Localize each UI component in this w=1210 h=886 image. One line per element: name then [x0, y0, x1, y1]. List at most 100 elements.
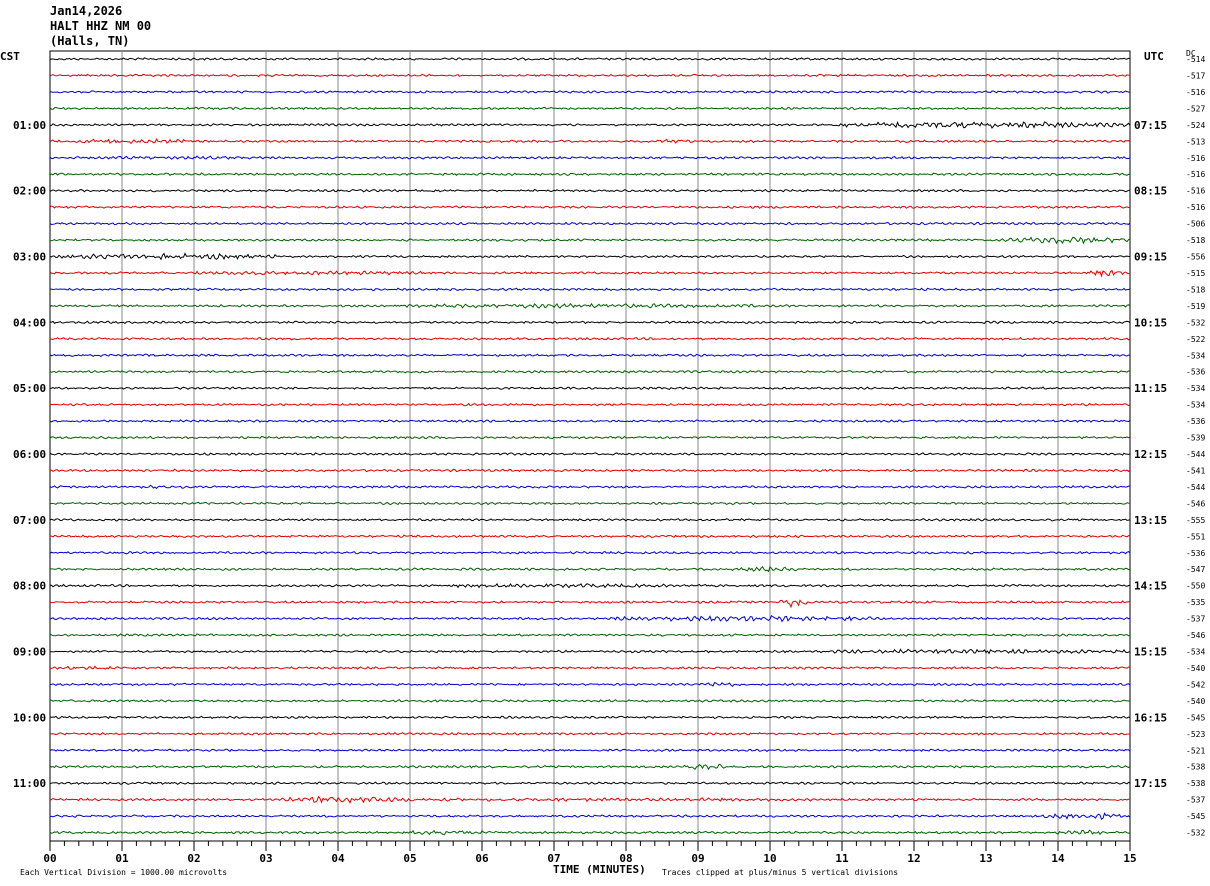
seismic-trace: [49, 369, 1131, 374]
seismic-trace: [49, 565, 1131, 573]
seismic-trace: [49, 501, 1131, 506]
seismic-trace: [49, 599, 1131, 609]
dc-offset-label: -541: [1186, 466, 1205, 475]
dc-offset-label: -556: [1186, 253, 1205, 262]
left-hour-label: 10:00: [13, 711, 46, 724]
seismic-trace: [49, 73, 1131, 78]
left-hour-label: 05:00: [13, 382, 46, 395]
seismic-trace: [49, 829, 1131, 836]
right-hour-label: 09:15: [1134, 251, 1167, 264]
left-hour-label: 07:00: [13, 514, 46, 527]
seismic-trace: [49, 419, 1131, 423]
x-tick-label: 00: [43, 852, 56, 865]
x-tick-label: 03: [259, 852, 272, 865]
dc-offset-label: -540: [1186, 697, 1205, 706]
left-hour-label: 08:00: [13, 580, 46, 593]
seismic-trace: [49, 172, 1131, 176]
x-tick-label: 09: [691, 852, 704, 865]
dc-offset-label: -537: [1186, 796, 1205, 805]
seismic-trace: [49, 468, 1131, 473]
dc-offset-label: -532: [1186, 318, 1205, 327]
seismic-trace: [49, 665, 1131, 670]
seismic-trace: [49, 715, 1131, 720]
dc-offset-label: -515: [1186, 269, 1205, 278]
left-hour-label: 02:00: [13, 185, 46, 198]
dc-offset-label: -536: [1186, 417, 1205, 426]
dc-offset-label: -534: [1186, 648, 1205, 657]
dc-offset-label: -537: [1186, 615, 1205, 624]
seismic-trace: [49, 106, 1131, 111]
dc-offset-label: -516: [1186, 203, 1205, 212]
dc-offset-label: -523: [1186, 730, 1205, 739]
seismic-trace: [49, 188, 1131, 193]
seismic-trace: [49, 518, 1131, 522]
seismic-trace: [49, 353, 1131, 358]
seismic-trace: [49, 435, 1131, 440]
seismic-trace: [49, 550, 1131, 555]
dc-offset-label: -538: [1186, 779, 1205, 788]
dc-offset-label: -545: [1186, 713, 1205, 722]
seismic-trace: [49, 534, 1131, 539]
dc-offset-label: -532: [1186, 829, 1205, 838]
right-hour-label: 10:15: [1134, 316, 1167, 329]
dc-offset-label: -536: [1186, 368, 1205, 377]
dc-offset-label: -514: [1186, 55, 1205, 64]
dc-offset-label: -539: [1186, 434, 1205, 443]
seismic-trace: [49, 120, 1131, 129]
dc-offset-label: -546: [1186, 499, 1205, 508]
dc-offset-label: -524: [1186, 121, 1205, 130]
seismic-trace: [49, 236, 1131, 245]
seismic-trace: [49, 252, 1131, 261]
x-tick-label: 13: [979, 852, 992, 865]
dc-offset-label: -534: [1186, 401, 1205, 410]
seismic-trace: [49, 615, 1131, 623]
left-hour-label: 06:00: [13, 448, 46, 461]
seismic-trace: [49, 269, 1131, 278]
seismic-trace: [49, 812, 1131, 820]
seismic-trace: [49, 781, 1131, 785]
x-tick-label: 01: [115, 852, 129, 865]
dc-offset-label: -545: [1186, 812, 1205, 821]
seismic-trace: [49, 205, 1131, 209]
left-hour-label: 04:00: [13, 316, 46, 329]
left-hour-label: 03:00: [13, 251, 46, 264]
dc-offset-label: -544: [1186, 450, 1205, 459]
seismic-trace: [49, 731, 1131, 736]
x-axis-title: TIME (MINUTES): [553, 863, 646, 876]
dc-offset-label: -518: [1186, 236, 1205, 245]
dc-offset-label: -517: [1186, 71, 1205, 80]
seismic-trace: [49, 699, 1131, 703]
dc-offset-label: -536: [1186, 549, 1205, 558]
dc-offset-label: -550: [1186, 582, 1205, 591]
seismic-trace: [49, 302, 1131, 309]
x-tick-label: 14: [1051, 852, 1065, 865]
x-tick-label: 05: [403, 852, 416, 865]
seismic-trace: [49, 287, 1131, 292]
right-hour-label: 12:15: [1134, 448, 1167, 461]
seismic-trace: [49, 336, 1131, 341]
dc-offset-label: -538: [1186, 763, 1205, 772]
seismic-trace: [49, 90, 1131, 94]
dc-offset-label: -513: [1186, 137, 1205, 146]
x-tick-label: 15: [1123, 852, 1136, 865]
seismic-trace: [49, 386, 1131, 390]
plot-frame: [49, 50, 1131, 842]
right-hour-label: 15:15: [1134, 646, 1167, 659]
seismic-trace: [49, 320, 1131, 325]
seismic-trace: [49, 402, 1131, 407]
scale-note: Each Vertical Division = 1000.00 microvo…: [20, 868, 228, 877]
dc-offset-label: -555: [1186, 516, 1205, 525]
dc-offset-label: -551: [1186, 532, 1205, 541]
seismic-trace: [49, 155, 1131, 160]
seismic-trace: [49, 682, 1131, 688]
dc-offset-label: -535: [1186, 598, 1205, 607]
seismic-trace: [49, 484, 1131, 490]
right-hour-label: 13:15: [1134, 514, 1167, 527]
dc-offset-label: -516: [1186, 187, 1205, 196]
x-tick-label: 02: [187, 852, 200, 865]
dc-offset-label: -516: [1186, 154, 1205, 163]
left-hour-label: 11:00: [13, 777, 46, 790]
dc-offset-label: -518: [1186, 285, 1205, 294]
dc-offset-label: -534: [1186, 351, 1205, 360]
